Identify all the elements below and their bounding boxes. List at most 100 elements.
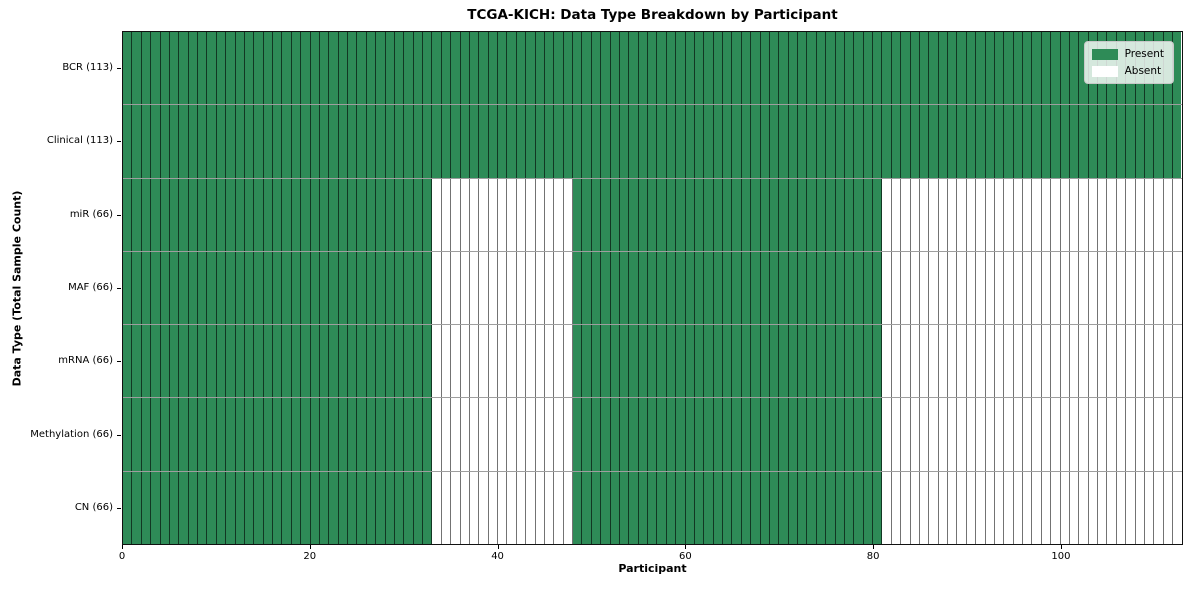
cell-present [769, 105, 780, 178]
cell-present [1041, 105, 1052, 178]
cell-absent [1013, 398, 1023, 471]
cell-present [713, 251, 723, 325]
cell-present [338, 325, 348, 398]
cell-present [863, 471, 873, 544]
cell-present [423, 178, 433, 251]
x-tick-label: 40 [491, 551, 504, 562]
cell-absent [901, 471, 911, 544]
cell-present [685, 178, 695, 251]
cell-present [882, 32, 892, 105]
cell-present [357, 251, 367, 325]
cell-absent [1154, 251, 1164, 325]
cell-present [751, 251, 761, 325]
cell-present [704, 398, 714, 471]
cell-present [160, 105, 170, 178]
cell-absent [563, 398, 573, 471]
cell-present [160, 398, 170, 471]
cell-present [132, 325, 142, 398]
cell-present [310, 325, 320, 398]
cell-absent [516, 178, 527, 251]
cell-present [188, 105, 198, 178]
cell-absent [994, 251, 1005, 325]
cell-present [1051, 105, 1061, 178]
cell-present [319, 325, 330, 398]
cell-present [394, 398, 405, 471]
cell-present [741, 178, 752, 251]
cell-present [498, 105, 508, 178]
cell-present [713, 178, 723, 251]
cell-absent [479, 178, 489, 251]
cell-present [366, 471, 377, 544]
cell-present [507, 105, 517, 178]
cell-present [338, 105, 348, 178]
cell-present [760, 251, 770, 325]
cell-present [376, 32, 386, 105]
cell-present [507, 32, 517, 105]
cell-absent [976, 178, 986, 251]
cell-present [235, 471, 245, 544]
legend-label-absent: Absent [1124, 65, 1162, 77]
cell-absent [1116, 251, 1127, 325]
cell-present [207, 32, 217, 105]
cell-present [413, 32, 423, 105]
cell-present [760, 32, 770, 105]
cell-present [357, 178, 367, 251]
heatmap-row [123, 471, 1182, 544]
cell-absent [554, 325, 564, 398]
cell-present [582, 325, 592, 398]
cell-present [694, 178, 705, 251]
cell-present [460, 32, 470, 105]
cell-absent [966, 178, 977, 251]
cell-present [216, 325, 227, 398]
cell-absent [1163, 325, 1173, 398]
cell-absent [891, 251, 902, 325]
cell-present [385, 32, 395, 105]
cell-absent [469, 325, 480, 398]
cell-present [741, 471, 752, 544]
cell-present [610, 105, 620, 178]
cell-absent [1032, 471, 1042, 544]
cell-present [394, 105, 405, 178]
cell-present [863, 251, 873, 325]
cell-present [779, 32, 789, 105]
cell-present [901, 32, 911, 105]
cell-present [638, 325, 648, 398]
cell-present [169, 325, 180, 398]
cell-present [657, 398, 667, 471]
cell-absent [432, 398, 442, 471]
cell-absent [1116, 178, 1127, 251]
legend-entry-present: Present [1091, 48, 1164, 60]
cell-present [357, 325, 367, 398]
cell-present [732, 325, 742, 398]
cell-present [244, 32, 255, 105]
cell-present [704, 32, 714, 105]
cell-absent [479, 471, 489, 544]
cell-absent [1013, 178, 1023, 251]
cell-present [760, 471, 770, 544]
cell-absent [1135, 471, 1145, 544]
cell-present [376, 471, 386, 544]
x-tick-label: 20 [303, 551, 317, 562]
cell-present [816, 471, 827, 544]
cell-absent [479, 251, 489, 325]
cell-absent [1163, 471, 1173, 544]
cell-absent [479, 325, 489, 398]
cell-absent [1079, 398, 1089, 471]
cell-present [516, 32, 527, 105]
cell-present [301, 178, 311, 251]
y-tick-label: mRNA (66) [58, 355, 113, 367]
cell-present [357, 471, 367, 544]
cell-present [376, 105, 386, 178]
cell-present [891, 32, 902, 105]
cell-absent [891, 325, 902, 398]
cell-present [694, 325, 705, 398]
cell-present [244, 105, 255, 178]
cell-absent [910, 325, 920, 398]
heatmap-row [123, 251, 1182, 326]
cell-present [994, 105, 1005, 178]
cell-absent [432, 471, 442, 544]
cell-present [169, 32, 180, 105]
cell-present [329, 32, 339, 105]
cell-present [854, 471, 864, 544]
cell-present [385, 471, 395, 544]
